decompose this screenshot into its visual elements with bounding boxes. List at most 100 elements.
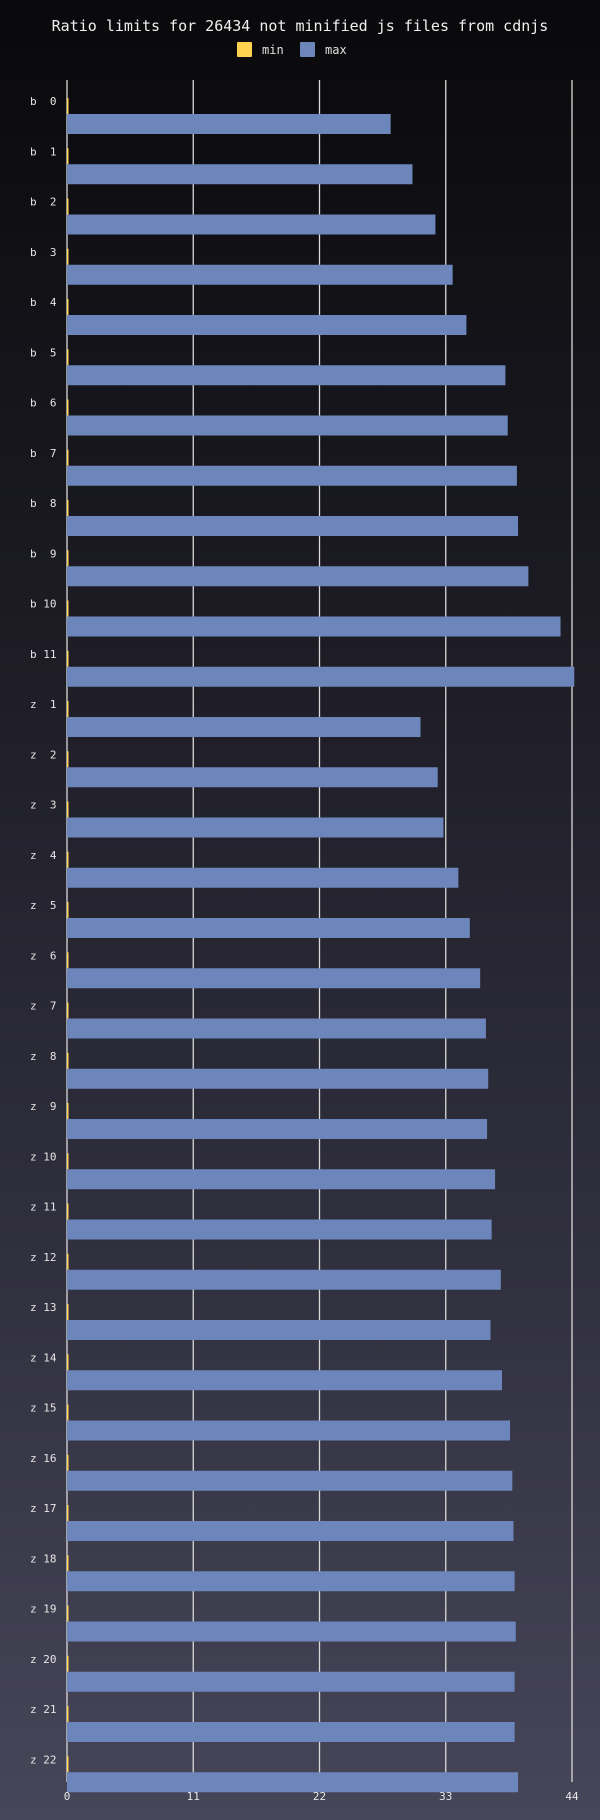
bar-max [67, 114, 391, 134]
bar-min [67, 1756, 69, 1773]
category-label: z 22 [30, 1753, 57, 1766]
x-tick-label: 44 [565, 1790, 579, 1803]
bar-min [67, 1404, 69, 1421]
bar-max [67, 214, 436, 235]
category-label: z 20 [30, 1653, 57, 1666]
category-label: z 9 [30, 1100, 57, 1113]
category-label: z 6 [30, 949, 57, 962]
x-tick-label: 22 [313, 1790, 326, 1803]
bar-max [67, 817, 444, 838]
bar-max [67, 1722, 515, 1742]
x-axis-tick-labels: 0 11 22 33 44 [64, 1790, 579, 1803]
bar-min [67, 449, 69, 466]
bar-max [67, 1068, 489, 1089]
legend-label-max: max [325, 43, 347, 57]
bar-max [67, 1671, 515, 1692]
bar-min [67, 1505, 69, 1521]
bar-max [67, 1269, 501, 1290]
category-label: z 15 [30, 1402, 57, 1415]
category-label: z 16 [30, 1452, 57, 1465]
category-label: z 21 [30, 1703, 57, 1716]
category-label: z 4 [30, 849, 57, 862]
legend-swatch-max [300, 42, 315, 57]
x-tick-label: 33 [439, 1790, 452, 1803]
bar-min [67, 1706, 69, 1722]
bar-min [67, 701, 69, 717]
bar-max [67, 1219, 492, 1240]
category-label: b 8 [30, 497, 57, 510]
bar-max [67, 1370, 502, 1391]
bar-min [67, 1605, 69, 1622]
category-label: b 7 [30, 447, 57, 460]
chart-title: Ratio limits for 26434 not minified js f… [52, 17, 549, 35]
bar-max [67, 465, 517, 486]
legend-swatch-min [237, 42, 252, 57]
bar-max [67, 616, 561, 637]
bar-min [67, 248, 69, 265]
category-label: b 1 [30, 145, 57, 158]
bar-max [67, 1018, 486, 1039]
bar-max [67, 918, 470, 938]
bar-max [67, 1169, 496, 1190]
bar-max [67, 717, 421, 737]
category-label: b 6 [30, 397, 57, 410]
bar-min [67, 500, 69, 516]
bar-min [67, 902, 69, 918]
bar-max [67, 1521, 514, 1541]
legend-label-min: min [262, 43, 284, 57]
bar-min [67, 751, 69, 768]
bar-max [67, 1470, 513, 1491]
category-label: z 5 [30, 899, 57, 912]
bar-max [67, 365, 506, 386]
bar-min [67, 550, 69, 567]
bar-min [67, 1052, 69, 1069]
category-label: b 4 [30, 296, 57, 309]
bar-min [67, 98, 69, 114]
bar-max [67, 666, 575, 687]
bar-min [67, 1304, 69, 1320]
bar-min [67, 600, 69, 617]
bar-max [67, 867, 459, 888]
x-tick-label: 11 [187, 1790, 200, 1803]
bar-min [67, 1203, 69, 1220]
bar-min [67, 1002, 69, 1019]
category-label: z 14 [30, 1351, 57, 1364]
bar-max [67, 1621, 516, 1642]
category-label: b 5 [30, 346, 57, 359]
category-label: z 1 [30, 698, 57, 711]
bar-min [67, 198, 69, 215]
category-label: z 7 [30, 1000, 57, 1013]
bar-min [67, 952, 69, 969]
bar-min [67, 1153, 69, 1170]
category-label: b 2 [30, 196, 57, 209]
bar-max [67, 164, 413, 185]
bar-min [67, 1253, 69, 1270]
category-label: z 18 [30, 1552, 57, 1565]
bar-min [67, 1103, 69, 1119]
bar-min [67, 801, 69, 818]
bar-max [67, 1772, 519, 1793]
category-label: z 19 [30, 1603, 57, 1616]
category-label: b 3 [30, 246, 57, 259]
category-label: z 12 [30, 1251, 57, 1264]
category-label: z 3 [30, 799, 57, 812]
x-tick-label: 0 [64, 1790, 71, 1803]
bar-max [67, 1320, 491, 1340]
bar-max [67, 1420, 511, 1441]
bar-min [67, 851, 69, 868]
bar-max [67, 516, 519, 536]
bar-max [67, 315, 467, 335]
bar-max [67, 566, 529, 587]
bar-max [67, 1119, 488, 1139]
bar-min [67, 1655, 69, 1672]
bar-min [67, 1555, 69, 1572]
category-label: z 8 [30, 1050, 57, 1063]
bar-min [67, 1454, 69, 1471]
bar-max [67, 415, 508, 436]
bar-min [67, 650, 69, 667]
category-label: z 2 [30, 748, 57, 761]
category-label: b 9 [30, 547, 57, 560]
bar-min [67, 349, 69, 366]
bar-max [67, 264, 453, 285]
